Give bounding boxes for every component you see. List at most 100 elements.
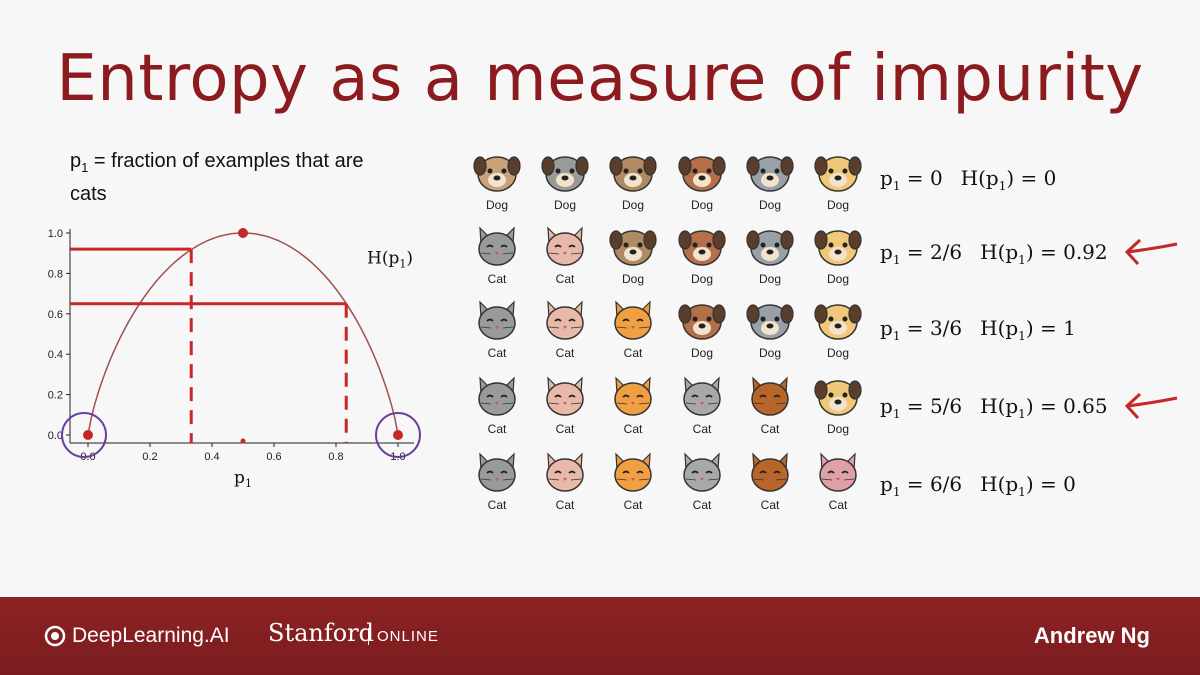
pet-label: Dog <box>826 422 849 436</box>
pet-label: Dog <box>553 198 576 212</box>
cat-icon <box>614 452 652 492</box>
eq-h-value: 0 <box>1063 472 1076 496</box>
pet-cell: Dog <box>739 296 801 368</box>
pet-cell: Dog <box>807 222 869 294</box>
pet-cell: Cat <box>602 372 664 444</box>
eq-p: p <box>880 472 893 496</box>
cat-icon <box>478 452 516 492</box>
eq-h-open: H(p <box>960 166 999 190</box>
entropy-equation: p1 = 0 H(p1) = 0 <box>880 166 1056 193</box>
curve-label-end: ) <box>406 248 413 268</box>
cat-icon <box>478 300 516 340</box>
eq-h-open: H(p <box>980 394 1019 418</box>
cat-icon <box>683 376 721 416</box>
pet-grid: Dog Dog Dog Dog Dog Dog <box>466 148 866 538</box>
pet-label: Cat <box>623 498 643 512</box>
x-axis-label-main: p <box>234 468 245 488</box>
pet-cell: Cat <box>534 296 596 368</box>
definition-body: = fraction of examples that are cats <box>70 150 364 205</box>
dog-icon <box>678 156 726 192</box>
x-axis-label: p1 <box>234 468 252 490</box>
pet-label: Dog <box>690 272 713 286</box>
cat-icon <box>546 226 584 266</box>
pet-label: Dog <box>826 198 849 212</box>
pet-cell: Dog <box>807 296 869 368</box>
cat-icon <box>819 452 857 492</box>
eq-h-close: ) = <box>1006 166 1044 190</box>
entropy-curve <box>87 232 399 435</box>
eq-h-open: H(p <box>980 316 1019 340</box>
y-tick-label: 0.6 <box>48 309 63 321</box>
dog-icon <box>541 156 589 192</box>
pet-cell: Dog <box>602 222 664 294</box>
entropy-equation: p1 = 2/6 H(p1) = 0.92 <box>880 240 1108 267</box>
eq-h-close: ) = <box>1025 472 1064 496</box>
pet-cell: Dog <box>671 148 733 220</box>
pet-label: Cat <box>555 272 575 286</box>
pet-cell: Cat <box>602 296 664 368</box>
eq-p-value: 3/6 <box>929 316 963 340</box>
cat-icon <box>546 376 584 416</box>
marked-point <box>83 430 93 440</box>
dog-icon <box>678 230 726 266</box>
cat-icon <box>683 452 721 492</box>
pet-label: Cat <box>555 346 575 360</box>
pet-cell: Cat <box>534 448 596 520</box>
eq-p-sub: 1 <box>892 329 901 343</box>
eq-p-value: 6/6 <box>929 472 963 496</box>
dog-icon <box>473 156 521 192</box>
eq-h-value: 0.92 <box>1063 240 1108 264</box>
pet-cell: Cat <box>807 448 869 520</box>
eq-h-close: ) = <box>1025 316 1064 340</box>
pet-cell: Cat <box>739 372 801 444</box>
deeplearning-brand-text: DeepLearning.AI <box>72 624 230 647</box>
pet-label: Cat <box>555 422 575 436</box>
deeplearning-logo-icon <box>44 625 66 647</box>
pet-label: Dog <box>758 198 781 212</box>
pet-cell: Dog <box>671 296 733 368</box>
pet-label: Cat <box>487 498 507 512</box>
dog-icon <box>814 230 862 266</box>
pet-label: Cat <box>692 422 712 436</box>
deeplearning-brand: DeepLearning.AI <box>44 624 230 648</box>
y-tick-label: 1.0 <box>48 228 63 240</box>
stanford-brand: Stanford <box>268 619 375 647</box>
y-tick-label: 0.0 <box>48 430 63 442</box>
pet-label: Cat <box>487 422 507 436</box>
pet-label: Dog <box>485 198 508 212</box>
highlight-arrow-icon <box>1124 238 1178 266</box>
cat-icon <box>751 376 789 416</box>
cat-icon <box>546 300 584 340</box>
pet-label: Dog <box>690 346 713 360</box>
axis-dot <box>240 438 246 444</box>
pet-cell: Cat <box>739 448 801 520</box>
pet-label: Cat <box>555 498 575 512</box>
pet-cell: Cat <box>671 448 733 520</box>
pet-cell: Cat <box>534 372 596 444</box>
pet-cell: Dog <box>602 148 664 220</box>
eq-h-sub: 1 <box>998 179 1007 193</box>
pet-label: Cat <box>828 498 848 512</box>
dog-icon <box>746 230 794 266</box>
curve-label: H(p1) <box>367 248 413 270</box>
pet-label: Cat <box>760 498 780 512</box>
pet-label: Dog <box>826 346 849 360</box>
eq-p-sub: 1 <box>892 407 901 421</box>
eq-h-sub: 1 <box>1018 253 1026 267</box>
dog-icon <box>678 304 726 340</box>
pet-cell: Dog <box>466 148 528 220</box>
eq-equals: = <box>900 394 930 418</box>
definition-text: p1 = fraction of examples that are cats <box>70 148 400 207</box>
y-tick-label: 0.8 <box>48 268 63 280</box>
eq-p-sub: 1 <box>892 253 901 267</box>
x-tick-label: 0.2 <box>142 451 157 463</box>
entropy-equation: p1 = 6/6 H(p1) = 0 <box>880 472 1076 499</box>
pet-cell: Dog <box>739 148 801 220</box>
eq-p-sub: 1 <box>892 179 901 193</box>
dog-icon <box>814 304 862 340</box>
eq-p-value: 2/6 <box>929 240 963 264</box>
cat-icon <box>546 452 584 492</box>
stanford-online-label: ONLINE <box>368 628 439 645</box>
eq-h-value: 1 <box>1063 316 1076 340</box>
